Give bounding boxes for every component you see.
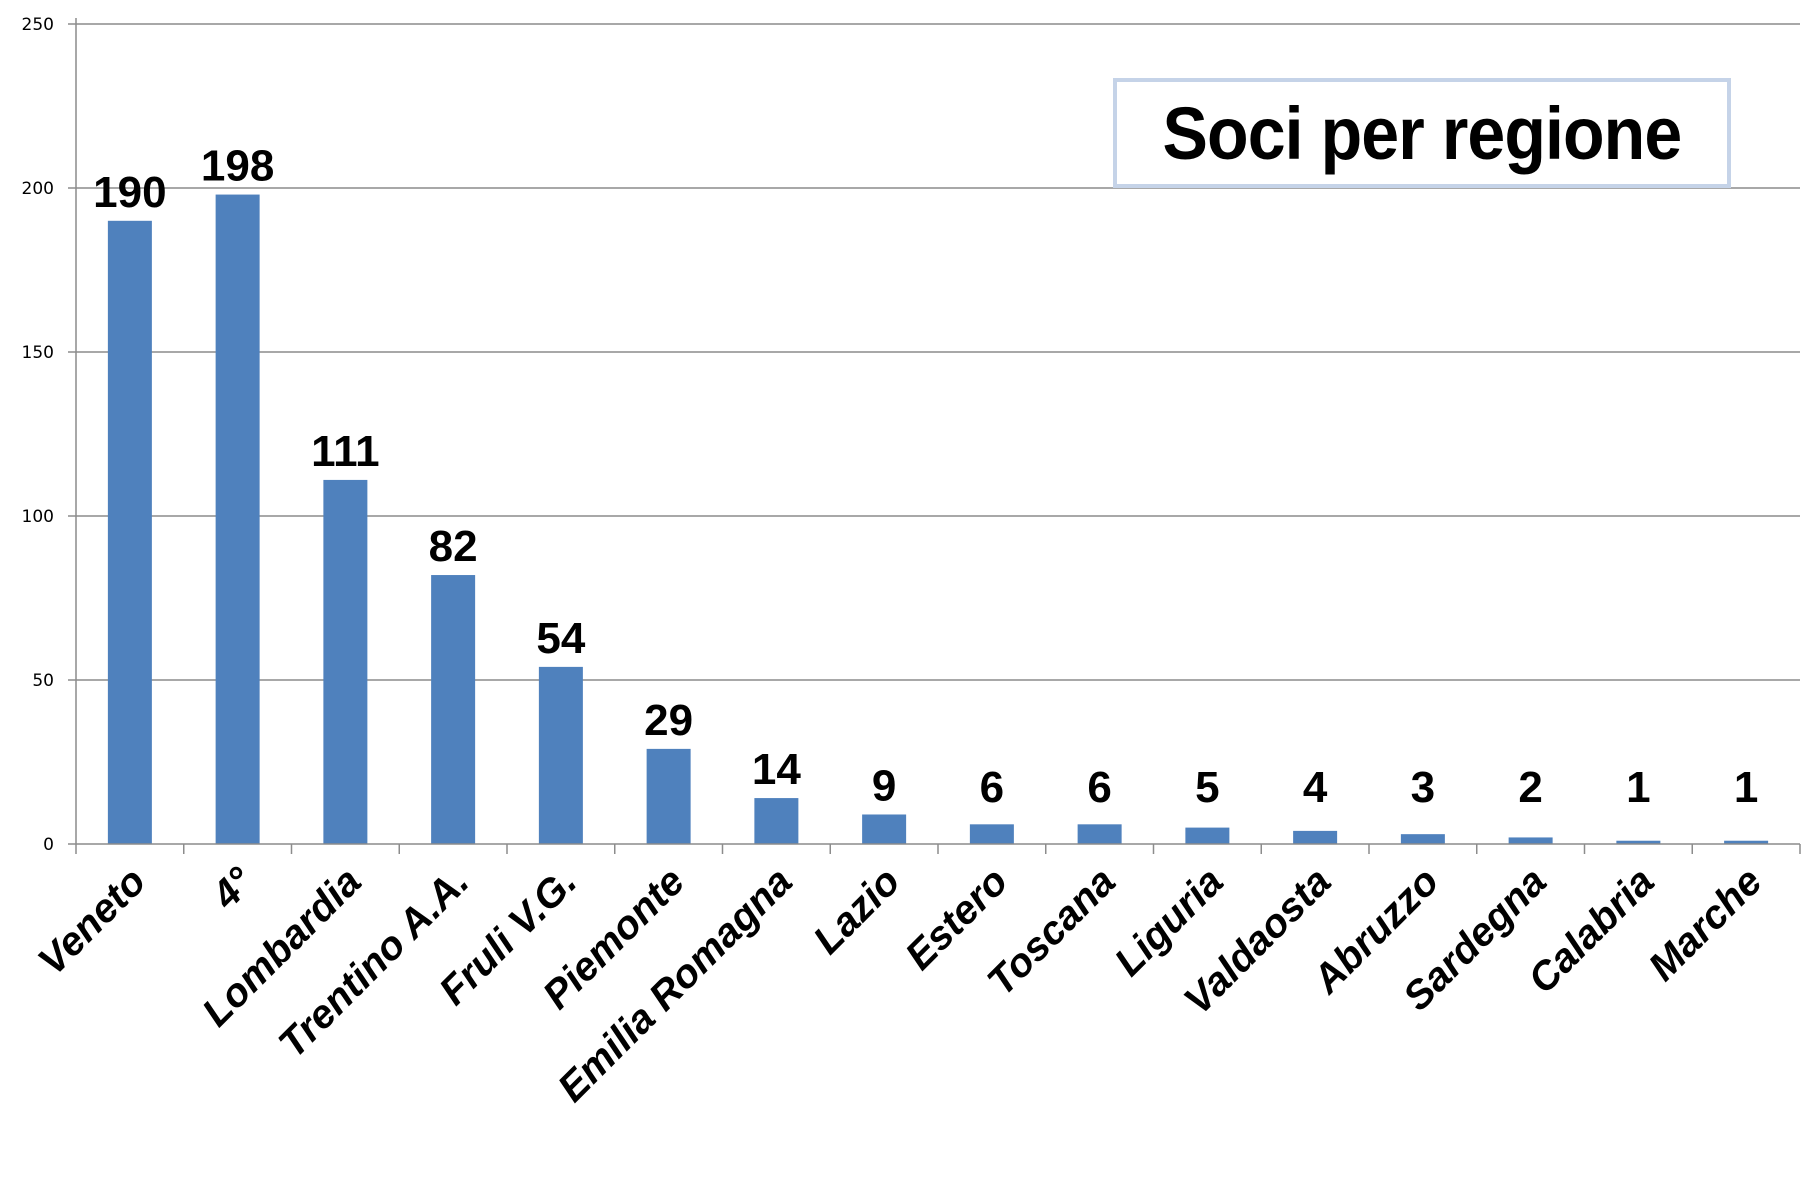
bar [1400, 834, 1445, 844]
data-label: 3 [1411, 763, 1435, 812]
chart-title: Soci per regione [1162, 91, 1683, 175]
bar [754, 798, 799, 844]
axes [75, 18, 1801, 854]
data-label: 2 [1518, 763, 1542, 812]
category-label: 4° [203, 859, 263, 919]
data-label: 14 [752, 745, 801, 794]
data-label: 1 [1626, 763, 1650, 812]
bar [215, 194, 260, 844]
data-label: 82 [429, 522, 478, 571]
bar [1077, 824, 1122, 844]
category-label: Trentino A.A. [270, 859, 477, 1066]
data-label: 198 [201, 142, 274, 191]
data-label: 1 [1734, 763, 1758, 812]
y-tick-label: 200 [22, 179, 54, 199]
data-label: 9 [872, 761, 896, 810]
data-label: 6 [980, 763, 1004, 812]
bar [862, 814, 907, 844]
y-tick-label: 100 [22, 507, 54, 527]
bar [431, 575, 476, 844]
y-tick-label: 50 [32, 671, 54, 691]
bar [1508, 837, 1553, 844]
bar [1724, 840, 1769, 844]
bars [107, 194, 1769, 845]
data-label: 190 [93, 168, 166, 217]
category-label: Veneto [30, 859, 154, 983]
data-label: 111 [311, 427, 380, 476]
y-axis-tick-labels: 0 50 100 150 200 250 [22, 15, 54, 855]
y-tick-label: 250 [22, 15, 54, 35]
y-tick-label: 150 [22, 343, 54, 363]
bar [646, 748, 691, 844]
data-label: 29 [644, 696, 693, 745]
data-label: 5 [1195, 763, 1219, 812]
category-label: Lazio [805, 859, 908, 962]
bar [107, 220, 152, 845]
data-label: 6 [1087, 763, 1111, 812]
bar [969, 824, 1014, 844]
bar [1616, 840, 1661, 844]
y-tick-label: 0 [43, 835, 54, 855]
bar [1293, 830, 1338, 844]
chart-title-box: Soci per regione [1113, 78, 1731, 188]
data-label: 54 [536, 614, 585, 663]
category-label: Marche [1640, 859, 1770, 989]
data-label: 4 [1303, 763, 1328, 812]
bar [538, 666, 583, 844]
bar [323, 479, 368, 844]
bar [1185, 827, 1230, 844]
